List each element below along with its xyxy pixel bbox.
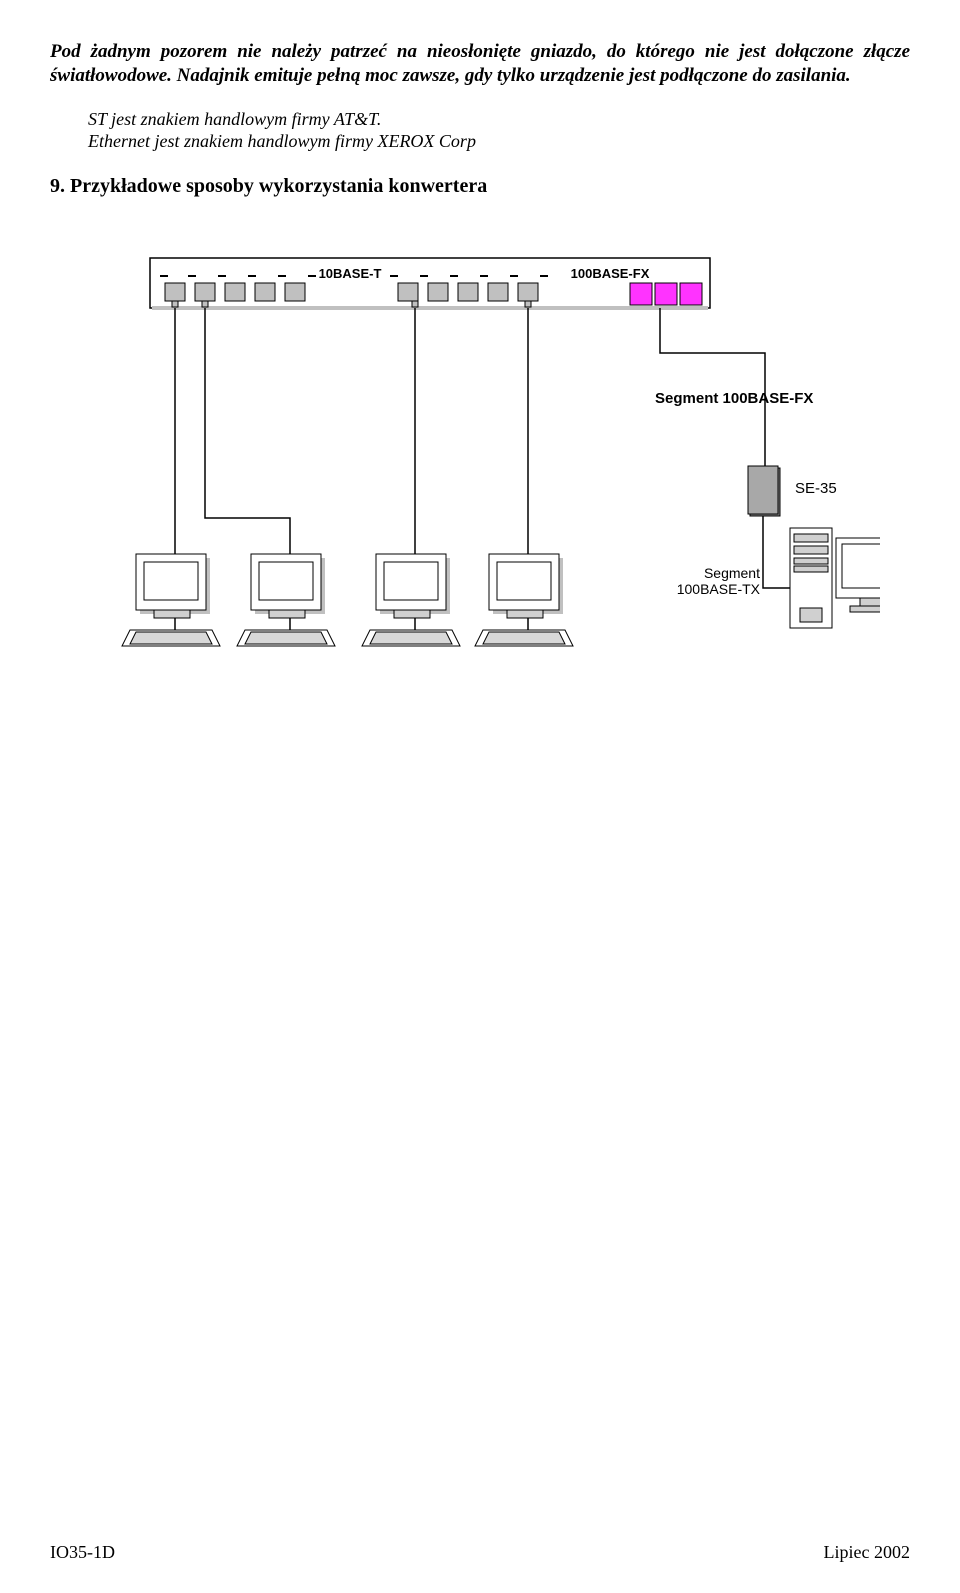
footer-left: IO35-1D xyxy=(50,1542,115,1563)
switch-label-right: 100BASE-FX xyxy=(571,266,650,281)
client-pc-3 xyxy=(362,554,460,646)
network-diagram: 10BASE-T 100BASE-FX Segment 100BASE-FX S… xyxy=(100,248,910,713)
segment2-label-line1: Segment xyxy=(704,565,760,581)
client-pc-1 xyxy=(122,554,220,646)
trademark-line1: ST jest znakiem handlowym firmy AT&T. xyxy=(88,109,381,129)
page-footer: IO35-1D Lipiec 2002 xyxy=(50,1542,910,1563)
client-pc-2 xyxy=(237,554,335,646)
converter-label: SE-35 xyxy=(795,480,837,497)
section-heading: 9. Przykładowe sposoby wykorzystania kon… xyxy=(50,175,910,198)
footer-right: Lipiec 2002 xyxy=(824,1542,910,1563)
client-pc-4 xyxy=(475,554,573,646)
trademark-line2: Ethernet jest znakiem handlowym firmy XE… xyxy=(88,131,476,151)
server xyxy=(790,528,880,628)
segment2-label-line2: 100BASE-TX xyxy=(677,581,761,597)
trademark-paragraph: ST jest znakiem handlowym firmy AT&T. Et… xyxy=(88,108,910,153)
segment1-label: Segment 100BASE-FX xyxy=(655,390,813,407)
ports-100base-fx xyxy=(630,283,702,305)
warning-paragraph: Pod żadnym pozorem nie należy patrzeć na… xyxy=(50,40,910,88)
switch-label-left: 10BASE-T xyxy=(319,266,382,281)
